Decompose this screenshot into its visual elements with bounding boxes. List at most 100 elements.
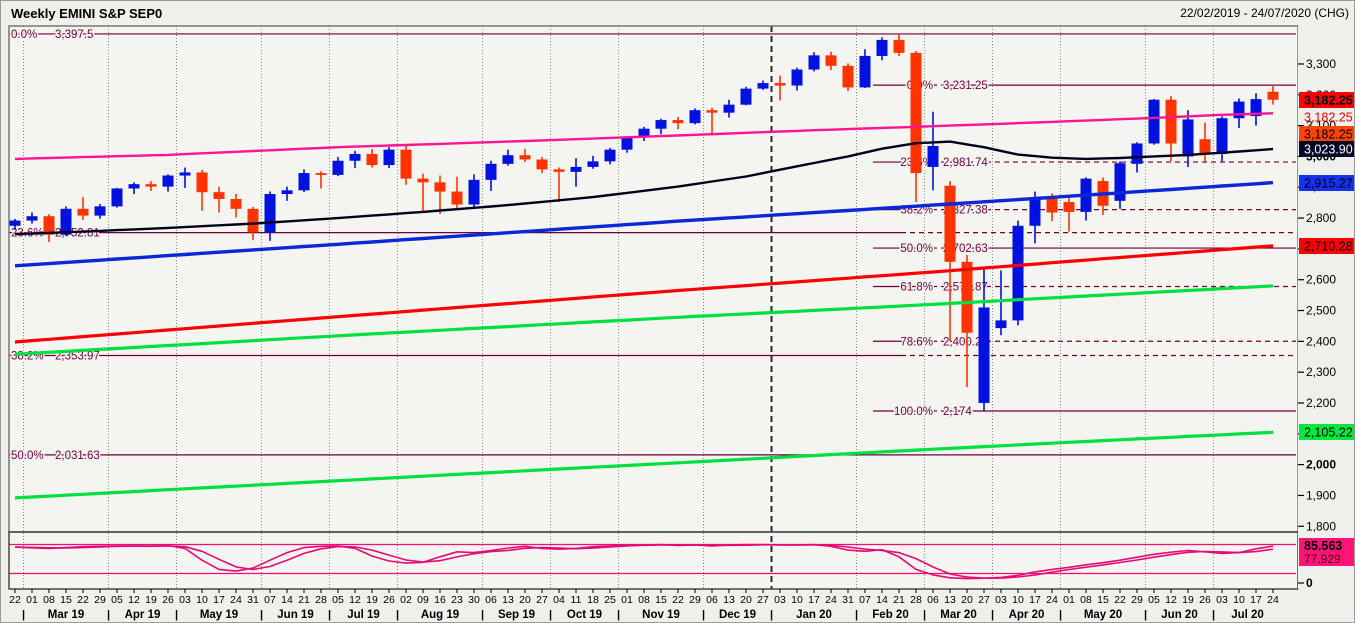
fib-pct-label: 61.8% — [900, 282, 933, 294]
day-label: 26 — [162, 594, 174, 606]
day-label: 10 — [1233, 594, 1245, 606]
price-badge — [1299, 126, 1354, 142]
candle-body — [1046, 198, 1058, 213]
candle-body — [1267, 91, 1279, 100]
day-label: 29 — [94, 594, 106, 606]
day-label: 10 — [196, 594, 208, 606]
day-label: 19 — [1182, 594, 1194, 606]
day-label: 13 — [723, 594, 735, 606]
day-label: 08 — [1080, 594, 1092, 606]
day-label: 25 — [604, 594, 616, 606]
month-separator: | — [1212, 609, 1215, 621]
day-label: 27 — [536, 594, 548, 606]
month-label: Jan 20 — [796, 609, 832, 621]
day-label: 26 — [1199, 594, 1211, 606]
candle-body — [774, 83, 786, 86]
day-label: 01 — [26, 594, 38, 606]
month-separator: | — [1059, 609, 1062, 621]
candle-body — [1233, 101, 1245, 119]
candle-body — [43, 216, 55, 235]
fib-price-label: 3,231.25 — [943, 80, 988, 92]
time-axis[interactable]: 22 01 08 15 22 29 05 12 19 26 03 10 17 24 31 07 14 21 28 05… — [1, 589, 1355, 623]
day-label: 12 — [349, 594, 361, 606]
month-separator: | — [328, 609, 331, 621]
fib-pct-label: 50.0% — [900, 243, 933, 255]
time-axis-background — [1, 590, 1354, 622]
candle-body — [1012, 225, 1024, 321]
day-label: 14 — [876, 594, 888, 606]
day-label: 24 — [1267, 594, 1279, 606]
candle-body — [77, 208, 89, 216]
candle-body — [791, 69, 803, 86]
day-label: 14 — [281, 594, 293, 606]
month-separator: | — [175, 609, 178, 621]
fib-price-label: 2,174 — [943, 406, 972, 418]
fib-pct-label: 78.6% — [900, 336, 933, 348]
candle-body — [961, 261, 973, 333]
fib-price-label: 2,400.25 — [943, 336, 988, 348]
candle-body — [638, 128, 650, 137]
candle-body — [128, 184, 140, 189]
day-label: 06 — [485, 594, 497, 606]
month-gridlines — [23, 26, 1214, 589]
candle-body — [553, 169, 565, 172]
price-badge-label: 2,710.28 — [1304, 240, 1353, 254]
price-axis[interactable]: 3,3003,2003,1003,0002,9002,8002,7002,600… — [1298, 26, 1355, 590]
candle-body — [60, 208, 72, 235]
month-label: Jun 19 — [277, 609, 313, 621]
candle-body — [247, 208, 259, 233]
day-label: 12 — [1165, 594, 1177, 606]
candle-body — [1063, 202, 1075, 212]
month-separator: | — [396, 609, 399, 621]
day-label: 27 — [757, 594, 769, 606]
month-separator: | — [855, 609, 858, 621]
candle-body — [315, 173, 327, 175]
price-badge-label: 3,023.90 — [1304, 143, 1353, 157]
month-label: Jul 19 — [347, 609, 380, 621]
day-label: 15 — [60, 594, 72, 606]
candle-body — [145, 184, 157, 187]
price-badge-label: 3,182.25 — [1304, 111, 1353, 125]
candle-body — [434, 182, 446, 192]
day-label: 29 — [1131, 594, 1143, 606]
day-label: 26 — [383, 594, 395, 606]
candle-body — [893, 39, 905, 53]
candle-body — [808, 55, 820, 70]
oscillator-k-line — [14, 543, 1274, 580]
candle-body — [842, 65, 854, 88]
day-label: 17 — [808, 594, 820, 606]
candle-body — [876, 39, 888, 56]
candle-body — [1182, 119, 1194, 157]
month-separator: | — [22, 609, 25, 621]
candle-body — [179, 172, 191, 176]
month-label: Mar 19 — [48, 609, 84, 621]
price-tick-label: 2,800 — [1306, 211, 1336, 225]
day-label: 19 — [366, 594, 378, 606]
candle-body — [162, 175, 174, 187]
price-badge-label: 3,182.25 — [1304, 94, 1353, 108]
day-label: 31 — [842, 594, 854, 606]
month-label: Mar 20 — [940, 609, 976, 621]
candle-body — [298, 173, 310, 191]
month-label: Feb 20 — [872, 609, 908, 621]
candle-body — [604, 149, 616, 162]
day-label: 03 — [995, 594, 1007, 606]
candle-body — [587, 161, 599, 167]
price-badge-label: 2,915.27 — [1304, 177, 1353, 191]
day-label: 20 — [519, 594, 531, 606]
price-badge — [1299, 92, 1354, 108]
title-bar: Weekly EMINI S&P SEP0 22/02/2019 - 24/07… — [1, 1, 1354, 25]
day-label: 17 — [1250, 594, 1262, 606]
day-label: 27 — [978, 594, 990, 606]
day-label: 06 — [927, 594, 939, 606]
candle-body — [1216, 118, 1228, 154]
price-tick-label: 2,500 — [1306, 304, 1336, 318]
day-label: 11 — [571, 594, 582, 606]
candle-body — [757, 83, 769, 89]
day-label: 29 — [689, 594, 701, 606]
day-label: 08 — [43, 594, 55, 606]
candle-body — [740, 88, 752, 105]
day-label: 28 — [910, 594, 922, 606]
